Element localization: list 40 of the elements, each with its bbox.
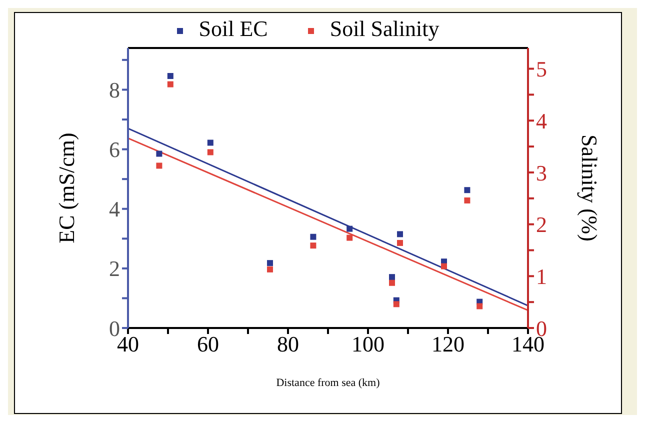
x-tick-label: 120 bbox=[432, 332, 464, 357]
point bbox=[464, 187, 470, 194]
point bbox=[393, 301, 400, 308]
point bbox=[167, 73, 174, 79]
legend-label: Soil EC bbox=[198, 16, 268, 41]
point bbox=[207, 149, 214, 156]
point bbox=[310, 234, 316, 240]
point bbox=[207, 140, 214, 146]
point bbox=[476, 303, 483, 310]
x-axis-title: Distance from sea (km) bbox=[276, 377, 380, 389]
point bbox=[441, 263, 447, 270]
point bbox=[156, 150, 162, 157]
y2-tick-label: 5 bbox=[536, 56, 547, 82]
legend-label: Soil Salinity bbox=[330, 16, 440, 41]
point bbox=[310, 242, 316, 249]
x-tick-label: 60 bbox=[197, 332, 219, 357]
y-tick-label: 4 bbox=[109, 196, 120, 222]
point bbox=[397, 240, 403, 246]
y-tick-label: 8 bbox=[109, 78, 120, 103]
y2-tick-label: 3 bbox=[536, 160, 547, 186]
y2-tick-label: 1 bbox=[536, 264, 547, 289]
point bbox=[389, 274, 395, 280]
x-tick-label: 100 bbox=[352, 332, 384, 357]
point bbox=[346, 234, 353, 241]
point bbox=[397, 231, 403, 238]
y-tick-label: 0 bbox=[109, 316, 120, 341]
y-axis-title: EC (mS/cm) bbox=[54, 132, 79, 244]
y-tick-label: 6 bbox=[109, 137, 120, 162]
point bbox=[346, 226, 353, 232]
point bbox=[167, 81, 174, 88]
y2-axis-title: Salinity (%) bbox=[577, 134, 602, 242]
y2-tick-label: 4 bbox=[536, 108, 547, 134]
x-tick-label: 80 bbox=[277, 332, 299, 357]
y2-tick-label: 2 bbox=[536, 212, 547, 238]
point bbox=[267, 260, 273, 266]
point bbox=[156, 162, 162, 169]
y-tick-label: 2 bbox=[109, 256, 120, 282]
point bbox=[389, 280, 395, 286]
point bbox=[267, 266, 273, 272]
point bbox=[464, 197, 470, 204]
